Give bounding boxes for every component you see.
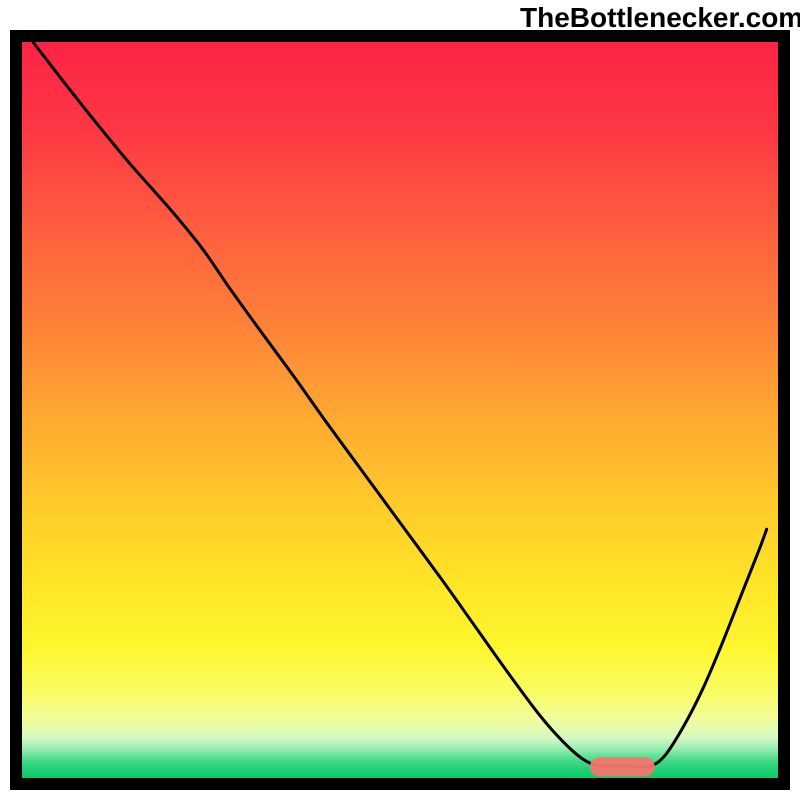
chart-svg: [0, 0, 800, 800]
plot-background: [22, 42, 778, 778]
watermark-label: TheBottlenecker.com: [520, 2, 800, 34]
optimum-marker: [590, 757, 655, 776]
